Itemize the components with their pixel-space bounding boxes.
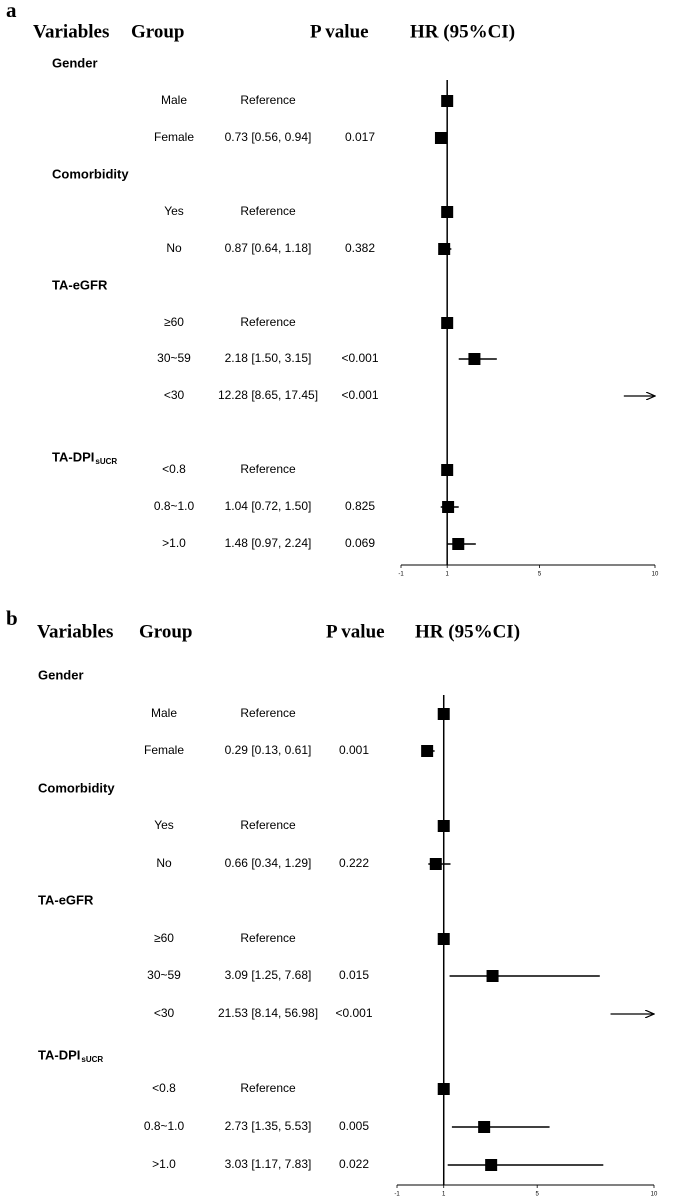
group-label: <0.8 (162, 462, 186, 476)
column-header: HR (95%CI) (410, 21, 515, 42)
hr-square (421, 745, 434, 757)
panel-label: a (6, 0, 17, 22)
p-value: 0.382 (345, 241, 375, 255)
x-tick-label: -1 (398, 572, 404, 578)
panel-label: b (6, 606, 18, 630)
estimate: Reference (240, 462, 296, 476)
estimate: Reference (240, 706, 296, 720)
group-label: Male (161, 93, 187, 107)
variable-name: TA-DPI (38, 1047, 80, 1062)
hr-square (452, 538, 465, 550)
variable-name: TA-eGFR (38, 892, 94, 907)
estimate: 2.18 [1.50, 3.15] (225, 351, 312, 365)
variable-name: Gender (38, 667, 84, 682)
hr-square (437, 820, 450, 832)
estimate: 0.73 [0.56, 0.94] (225, 130, 312, 144)
column-header: Group (131, 21, 185, 42)
group-label: >1.0 (152, 1157, 176, 1171)
x-tick-label: 1 (442, 1192, 446, 1198)
hr-square (478, 1121, 491, 1133)
group-label: <0.8 (152, 1081, 176, 1095)
p-value: <0.001 (341, 351, 378, 365)
column-header: Group (139, 621, 193, 642)
p-value: <0.001 (341, 388, 378, 402)
p-value: 0.017 (345, 130, 375, 144)
group-label: 30~59 (157, 351, 191, 365)
estimate: 12.28 [8.65, 17.45] (218, 388, 318, 402)
estimate: 0.87 [0.64, 1.18] (225, 241, 312, 255)
variable-name: Comorbidity (38, 780, 115, 795)
variable-subscript: sUCR (95, 457, 117, 466)
estimate: 2.73 [1.35, 5.53] (225, 1119, 312, 1133)
group-label: 0.8~1.0 (144, 1119, 185, 1133)
hr-square (441, 317, 454, 329)
column-header: Variables (37, 621, 113, 642)
group-label: Female (144, 743, 184, 757)
group-label: <30 (164, 388, 185, 402)
column-header: P value (310, 21, 369, 42)
p-value: 0.015 (339, 968, 369, 982)
x-tick-label: -1 (394, 1192, 400, 1198)
hr-square (437, 708, 450, 720)
estimate: Reference (240, 315, 296, 329)
group-label: Yes (154, 818, 174, 832)
estimate: 21.53 [8.14, 56.98] (218, 1006, 318, 1020)
hr-square (441, 95, 454, 107)
variable-name: Gender (52, 55, 98, 70)
hr-square (442, 501, 455, 513)
group-label: 30~59 (147, 968, 181, 982)
variable-name: TA-eGFR (52, 277, 108, 292)
hr-square (438, 243, 451, 255)
hr-square (485, 1159, 498, 1171)
estimate: 1.48 [0.97, 2.24] (225, 536, 312, 550)
estimate: 0.29 [0.13, 0.61] (225, 743, 312, 757)
hr-square (486, 970, 499, 982)
p-value: <0.001 (335, 1006, 372, 1020)
hr-square (437, 933, 450, 945)
p-value: 0.825 (345, 499, 375, 513)
variable-subscript: sUCR (81, 1055, 103, 1064)
group-label: ≥60 (154, 931, 174, 945)
estimate: 3.03 [1.17, 7.83] (225, 1157, 312, 1171)
estimate: 0.66 [0.34, 1.29] (225, 856, 312, 870)
p-value: 0.222 (339, 856, 369, 870)
group-label: No (156, 856, 172, 870)
group-label: Male (151, 706, 177, 720)
group-label: No (166, 241, 182, 255)
x-tick-label: 1 (446, 572, 450, 578)
x-tick-label: 10 (652, 572, 659, 578)
p-value: 0.001 (339, 743, 369, 757)
hr-square (429, 858, 442, 870)
variable-name: TA-DPI (52, 449, 94, 464)
group-label: <30 (154, 1006, 175, 1020)
column-header: Variables (33, 21, 109, 42)
estimate: Reference (240, 818, 296, 832)
group-label: Female (154, 130, 194, 144)
estimate: Reference (240, 1081, 296, 1095)
estimate: 3.09 [1.25, 7.68] (225, 968, 312, 982)
hr-square (441, 206, 454, 218)
p-value: 0.069 (345, 536, 375, 550)
column-header: P value (326, 621, 385, 642)
x-tick-label: 5 (536, 1192, 540, 1198)
estimate: 1.04 [0.72, 1.50] (225, 499, 312, 513)
group-label: >1.0 (162, 536, 186, 550)
group-label: ≥60 (164, 315, 184, 329)
variable-name: Comorbidity (52, 166, 129, 181)
estimate: Reference (240, 931, 296, 945)
hr-square (441, 464, 454, 476)
p-value: 0.005 (339, 1119, 369, 1133)
group-label: 0.8~1.0 (154, 499, 195, 513)
hr-square (468, 353, 481, 365)
group-label: Yes (164, 204, 184, 218)
x-tick-label: 10 (651, 1192, 658, 1198)
column-header: HR (95%CI) (415, 621, 520, 642)
hr-square (434, 132, 447, 144)
estimate: Reference (240, 204, 296, 218)
hr-square (437, 1083, 450, 1095)
estimate: Reference (240, 93, 296, 107)
p-value: 0.022 (339, 1157, 369, 1171)
x-tick-label: 5 (538, 572, 542, 578)
